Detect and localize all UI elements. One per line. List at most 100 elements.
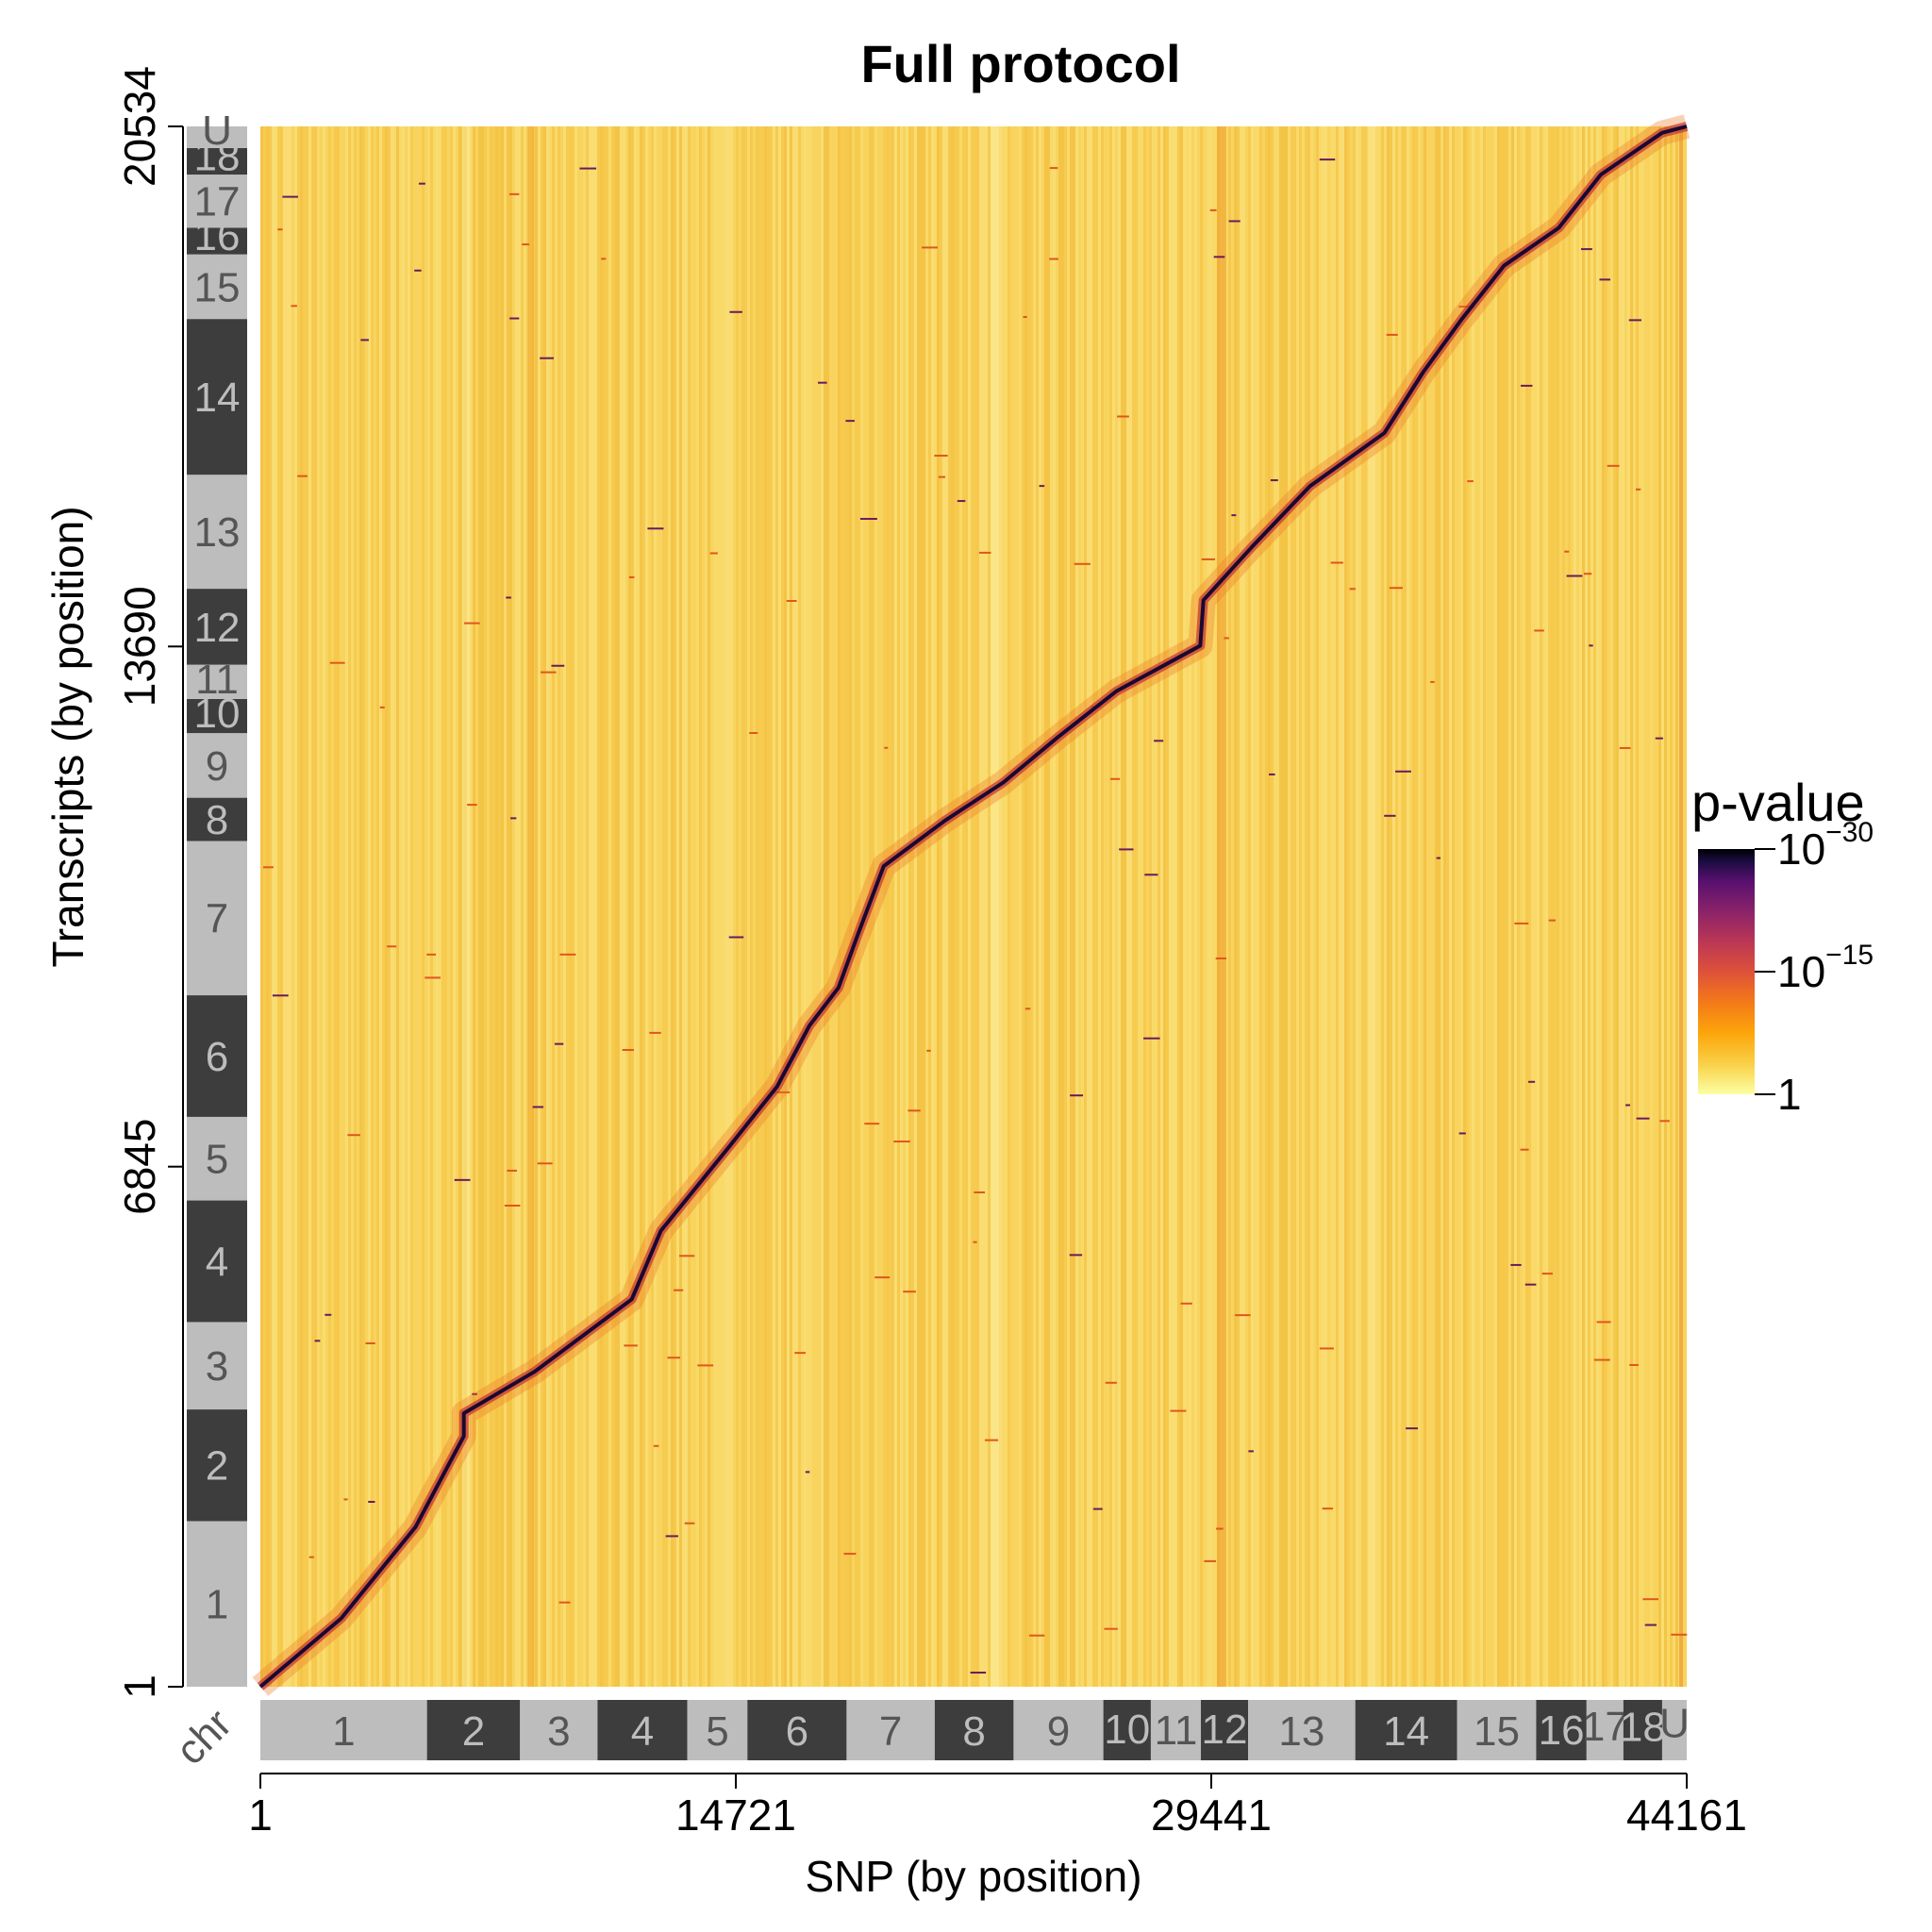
heatmap-hit [1584, 573, 1592, 575]
heatmap-stripe [1081, 126, 1084, 1687]
heatmap-stripe [1653, 126, 1656, 1687]
legend-title: p-value [1691, 773, 1865, 832]
heatmap-stripe [311, 126, 314, 1687]
x-chr-block-4 [597, 1700, 688, 1760]
heatmap-stripe [1525, 126, 1528, 1687]
heatmap-stripe [444, 126, 447, 1687]
heatmap-stripe [1143, 126, 1146, 1687]
heatmap-hit [974, 1191, 985, 1194]
x-chr-label-14: 14 [1383, 1708, 1429, 1755]
heatmap-stripe [657, 126, 659, 1687]
x-tick-label: 14721 [675, 1790, 796, 1840]
heatmap-hit [277, 228, 283, 231]
heatmap-stripe [526, 126, 529, 1687]
heatmap-hit [1593, 1358, 1610, 1361]
heatmap-stripe [1469, 126, 1472, 1687]
heatmap-stripe [490, 126, 492, 1687]
heatmap-stripe [832, 126, 835, 1687]
heatmap-stripe [801, 126, 804, 1687]
heatmap-stripe [515, 126, 518, 1687]
heatmap-stripe [1344, 126, 1347, 1687]
x-axis-label: SNP (by position) [805, 1852, 1141, 1901]
heatmap-stripe [1152, 126, 1155, 1687]
heatmap-noise [263, 158, 1688, 1674]
heatmap-stripe [320, 126, 323, 1687]
heatmap-stripe [1254, 126, 1257, 1687]
heatmap-stripe [495, 126, 498, 1687]
heatmap-stripe [1432, 126, 1435, 1687]
heatmap-stripe [512, 126, 515, 1687]
heatmap-stripe [351, 126, 354, 1687]
heatmap-stripe [1392, 126, 1395, 1687]
heatmap-stripe [1395, 126, 1398, 1687]
heatmap-stripe [1500, 126, 1503, 1687]
heatmap-stripe [886, 126, 889, 1687]
heatmap-hit [540, 357, 554, 359]
heatmap-stripe [328, 126, 331, 1687]
heatmap-stripe [1186, 126, 1189, 1687]
heatmap-hit [1580, 248, 1592, 251]
heatmap-stripe [1675, 126, 1678, 1687]
heatmap-stripe [1313, 126, 1316, 1687]
heatmap-hit [1389, 587, 1403, 590]
heatmap-hit [368, 1501, 375, 1504]
x-chr-block-1 [260, 1700, 427, 1760]
heatmap-stripe [323, 126, 325, 1687]
heatmap-stripe [1299, 126, 1302, 1687]
y-chr-block-14 [187, 319, 247, 475]
heatmap-stripe [430, 126, 433, 1687]
x-chr-block-13 [1247, 1700, 1356, 1760]
heatmap-hit [1655, 737, 1663, 740]
heatmap-stripe [591, 126, 594, 1687]
heatmap-hit [773, 1091, 791, 1093]
y-chr-label-6: 6 [206, 1034, 228, 1080]
heatmap-stripe [1571, 126, 1574, 1687]
heatmap-stripe [1240, 126, 1242, 1687]
heatmap-stripe [340, 126, 342, 1687]
heatmap-stripe [1296, 126, 1299, 1687]
y-chr-block-U [187, 126, 247, 148]
heatmap-stripe [453, 126, 456, 1687]
heatmap-stripe [1211, 126, 1214, 1687]
heatmap-hit [845, 420, 855, 423]
heatmap-stripe [1327, 126, 1330, 1687]
heatmap-hit [1629, 1363, 1639, 1366]
heatmap-hit [1231, 514, 1237, 517]
heatmap-hit [426, 953, 437, 956]
heatmap-stripe [603, 126, 606, 1687]
heatmap-stripe [614, 126, 617, 1687]
heatmap-stripe [294, 126, 297, 1687]
heatmap-stripe [586, 126, 589, 1687]
heatmap-stripe [741, 126, 744, 1687]
heatmap-stripe [1353, 126, 1356, 1687]
heatmap-stripe [436, 126, 439, 1687]
x-tick-label: 1 [248, 1790, 273, 1840]
heatmap-stripe [1596, 126, 1599, 1687]
heatmap-stripe [1633, 126, 1636, 1687]
chart-title: Full protocol [860, 34, 1180, 93]
x-chr-block-11 [1150, 1700, 1202, 1760]
heatmap-stripe [286, 126, 289, 1687]
heatmap-stripe [860, 126, 863, 1687]
heatmap-hit [297, 475, 308, 477]
heatmap-hit [728, 936, 744, 939]
heatmap-stripe [1013, 126, 1016, 1687]
x-chr-block-16 [1536, 1700, 1587, 1760]
heatmap-stripe [988, 126, 991, 1687]
y-chr-label-8: 8 [206, 797, 228, 843]
y-chr-label-7: 7 [206, 896, 228, 942]
x-chr-block-7 [846, 1700, 935, 1760]
heatmap-hit [934, 455, 948, 458]
heatmap-stripe [1356, 126, 1358, 1687]
heatmap-hit [532, 1106, 543, 1108]
heatmap-stripe [1636, 126, 1639, 1687]
heatmap-stripe [894, 126, 897, 1687]
heatmap-stripe [1622, 126, 1624, 1687]
heatmap-stripe [524, 126, 526, 1687]
heatmap-stripe [1282, 126, 1285, 1687]
heatmap-hit [709, 552, 718, 555]
heatmap-stripe [1616, 126, 1619, 1687]
heatmap-stripe [821, 126, 824, 1687]
y-chr-label-5: 5 [206, 1137, 228, 1183]
heatmap-hit [922, 246, 939, 249]
